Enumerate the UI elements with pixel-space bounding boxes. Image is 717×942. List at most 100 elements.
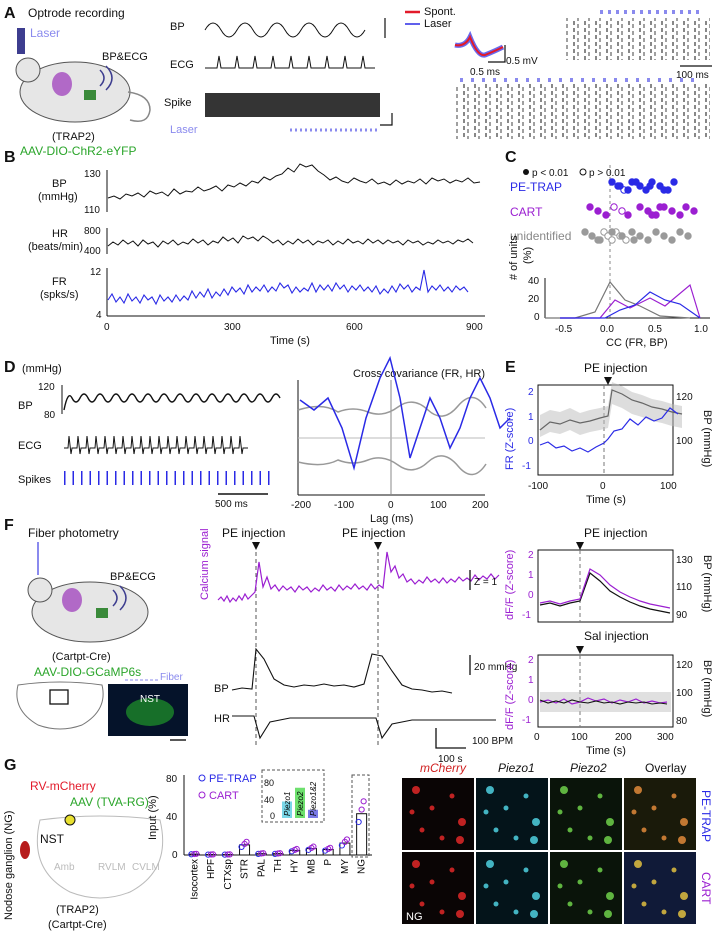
g-inset-tick-0: 0 [270,811,275,821]
c-hist-unid [545,282,690,318]
g-col-mcherry: mCherry [420,761,467,775]
g-cell [450,794,455,799]
c-dot [625,212,631,218]
scale-mv: 0.5 mV [506,56,538,67]
g-ng-icon [20,841,30,859]
f-virus: AAV-DIO-GCaMP6s [34,665,141,679]
g-col-piezo1: Piezo1 [498,761,535,775]
e-x-tick-m100: -100 [528,481,548,492]
g-cell [532,818,540,826]
g-cell [632,884,637,889]
g-cell [504,880,509,885]
b-hr-trace [108,236,473,247]
c-dot [661,187,667,193]
g-category-label: STR [240,859,251,879]
g-category-label: HY [290,859,301,873]
panel-g: G RV-mCherry AAV (TVA-RG) Nodose ganglio… [3,757,713,931]
g-cell [642,902,647,907]
d-ecg-trace [64,436,248,454]
g-cell [420,828,425,833]
spike-scalebar [380,113,392,125]
panel-letter-c: C [505,149,517,166]
c-dot [669,237,675,243]
c-dot [685,233,691,239]
g-cell [578,806,583,811]
c-dot [691,208,697,214]
f-rt-left-tick-2: 2 [528,550,534,561]
c-dot [617,183,623,189]
g-cell [440,910,445,915]
g-cell [652,880,657,885]
g-cell [494,902,499,907]
f-hr-trace [232,716,496,738]
g-cell [680,892,688,900]
c-dot [625,187,631,193]
e-left-tick-2: 2 [528,387,534,398]
e-right-tick-120: 120 [676,392,693,403]
legend-ns-dot [580,169,586,175]
f-right-bot-y-right: BP (mmHg) [701,660,713,717]
b-fr-tick-top: 12 [90,267,102,278]
g-cell [606,818,614,826]
f-rt-left-tick-1: 1 [528,570,534,581]
f-bp-label: BP [214,683,229,695]
e-bp-band [540,382,682,437]
g-amb-label: Amb [54,862,75,873]
e-x-tick-100: 100 [660,481,677,492]
g-cell [524,868,529,873]
virus-chr2: AAV-DIO-ChR2-eYFP [20,144,136,158]
trace-label-laser: Laser [170,124,198,136]
c-y-label-2: (%) [522,247,534,264]
bp-ecg-label: BP&ECG [102,51,148,63]
f-right-top-y-right: BP (mmHg) [701,555,713,612]
g-cell [524,794,529,799]
b-x-tick-2: 600 [346,322,363,333]
d-spikes-label: Spikes [18,474,52,486]
b-hr-label-1: HR [52,228,68,240]
g-legend-cart-dot [199,792,205,798]
c-dot [609,237,615,243]
f-x-label: Time (s) [586,745,626,757]
g-category-label: TH [273,859,284,872]
c-x-tick-3: 1.0 [694,324,708,335]
g-inset-tick-40: 40 [264,795,274,805]
b-x-tick-1: 300 [224,322,241,333]
c-y-label-1: # of units [508,235,520,280]
g-cell [634,786,642,794]
g-cell [486,860,494,868]
g-cell [568,828,573,833]
g-cell [430,806,435,811]
e-right-tick-100: 100 [676,436,693,447]
legend-spont: Spont. [424,6,456,18]
e-y-right-label: BP (mmHg) [701,410,713,467]
g-cell [484,810,489,815]
g-col-piezo2: Piezo2 [570,761,607,775]
f-right-sal-title: Sal injection [584,629,649,643]
g-cell [662,836,667,841]
f-z-scale: Z = 1 [474,577,498,588]
g-cell [560,786,568,794]
g-cell [588,836,593,841]
panel-f: F Fiber photometry BP&ECG (Cartpt-Cre) A… [4,517,713,765]
f-right-arrow-2-icon [576,646,584,654]
g-cell [568,902,573,907]
f-arrow-1-icon [252,542,260,550]
g-cell [678,836,686,844]
b-x-tick-3: 900 [466,322,483,333]
optrode-title: Optrode recording [28,6,125,20]
c-dot [645,237,651,243]
d-x-tick-0: -200 [291,500,311,511]
c-dot [611,204,617,210]
b-x-label: Time (s) [270,335,310,347]
panel-letter-d: D [4,359,16,376]
g-cell [680,818,688,826]
c-x-tick-1: 0.0 [600,324,614,335]
g-cell [560,860,568,868]
g-cell [456,836,464,844]
g-nst-label: NST [40,832,65,846]
g-cell [672,794,677,799]
f-brain-section [17,682,103,729]
c-dot [582,229,588,235]
f-rb-right-tick-100: 100 [676,688,693,699]
optrode-icon [17,28,25,54]
